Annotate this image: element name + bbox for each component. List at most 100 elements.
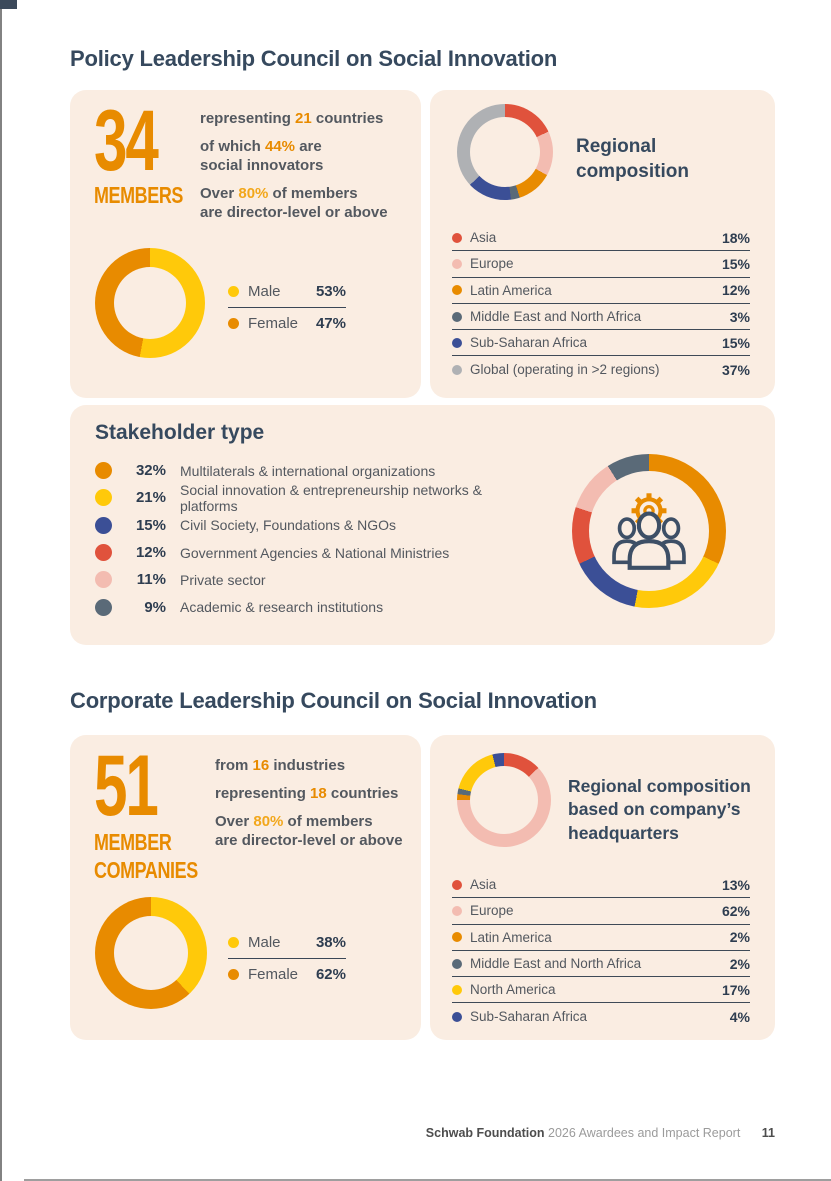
legend-dot (452, 311, 462, 322)
legend-row: 12% Government Agencies & National Minis… (95, 539, 535, 566)
legend-value: 38% (315, 934, 346, 951)
fact-highlight: 80% (253, 812, 284, 830)
member-companies-label: MEMBER COMPANIES (94, 829, 198, 883)
legend-dot (95, 462, 112, 480)
legend-dot (95, 489, 112, 507)
legend-dot (228, 317, 239, 329)
legend-dot (228, 937, 239, 948)
fact-line: Over 80% of members are director-level or… (215, 812, 403, 849)
stakeholder-value: 15% (135, 516, 166, 534)
members-count: 34 (94, 93, 159, 189)
table-row: Sub-Saharan Africa 15% (452, 330, 750, 357)
stakeholder-value: 21% (135, 489, 166, 507)
stakeholder-legend: 32% Multilaterals & international organi… (95, 457, 535, 621)
region-value: 17% (721, 981, 750, 998)
footer-report-title: 2026 Awardees and Impact Report (548, 1126, 741, 1140)
legend-dot (228, 286, 239, 297)
region-value: 62% (721, 902, 750, 919)
legend-dot (452, 984, 462, 995)
stakeholder-label: Private sector (180, 571, 266, 588)
corporate-members-card: 51 MEMBER COMPANIES from 16 industries r… (70, 735, 421, 1040)
fact-line: from 16 industries (215, 757, 346, 774)
stakeholder-label: Multilaterals & international organizati… (180, 462, 436, 479)
fact-highlight: 80% (238, 184, 269, 202)
legend-row: 15% Civil Society, Foundations & NGOs (95, 512, 535, 539)
legend-dot (95, 598, 112, 616)
region-label: Latin America (470, 282, 552, 298)
region-value: 3% (729, 308, 750, 325)
legend-dot (452, 285, 462, 296)
page-edge-left (0, 0, 2, 1181)
legend-dot (95, 544, 112, 562)
policy-members-card: 34 MEMBERS representing 21 countries of … (70, 90, 421, 398)
legend-dot (95, 516, 112, 534)
table-row: Europe 15% (452, 251, 750, 278)
legend-row: Female 62% (228, 958, 346, 989)
legend-dot (452, 879, 462, 890)
table-row: Europe 62% (452, 898, 750, 925)
region-value: 37% (721, 361, 750, 378)
stakeholder-label: Government Agencies & National Ministrie… (180, 544, 450, 561)
legend-dot (452, 958, 462, 969)
region-label: Global (operating in >2 regions) (470, 362, 660, 378)
region-label: Sub-Saharan Africa (470, 335, 588, 351)
table-row: North America 17% (452, 977, 750, 1004)
region-label: Europe (470, 256, 514, 272)
page-corner-mark (0, 0, 17, 9)
legend-row: 21% Social innovation & entrepreneurship… (95, 482, 535, 514)
legend-row: 9% Academic & research institutions (95, 593, 535, 620)
members-count-label: MEMBERS (94, 182, 183, 208)
corporate-facts-block: from 16 industries representing 18 count… (215, 757, 425, 860)
corporate-gender-donut-chart (95, 897, 207, 1009)
legend-dot (452, 905, 462, 916)
fact-highlight: 16 (252, 757, 270, 774)
legend-dot (452, 1011, 462, 1022)
table-row: Latin America 2% (452, 925, 750, 951)
region-value: 2% (729, 929, 750, 946)
page-footer: Schwab Foundation 2026 Awardees and Impa… (0, 1126, 775, 1140)
legend-value: 53% (315, 283, 346, 300)
legend-value: 62% (315, 965, 346, 983)
policy-regional-card: Regional composition Asia 18% Europe 15%… (430, 90, 775, 398)
table-row: Middle East and North Africa 3% (452, 304, 750, 331)
fact-highlight: 21 (295, 110, 312, 127)
regional-composition-title: Regional composition (576, 136, 689, 183)
legend-dot (228, 968, 239, 980)
legend-dot (452, 258, 462, 269)
member-companies-count: 51 (94, 738, 159, 834)
fact-line: representing 18 countries (215, 784, 399, 802)
stakeholder-value: 32% (135, 462, 166, 480)
table-row: Asia 18% (452, 225, 750, 252)
region-value: 12% (721, 282, 750, 299)
region-label: Europe (470, 903, 514, 919)
policy-section-title: Policy Leadership Council on Social Inno… (70, 46, 558, 71)
legend-dot (452, 932, 462, 943)
stakeholder-type-card: Stakeholder type 32% Multilaterals & int… (70, 405, 775, 645)
corporate-regional-donut-chart (457, 753, 551, 847)
stakeholder-value: 12% (135, 544, 166, 562)
region-value: 18% (721, 229, 750, 246)
corporate-section-title: Corporate Leadership Council on Social I… (70, 688, 597, 713)
region-label: Middle East and North Africa (470, 309, 642, 325)
region-value: 15% (721, 334, 750, 351)
fact-highlight: 44% (265, 137, 296, 155)
stakeholder-label: Academic & research institutions (180, 599, 384, 616)
region-label: North America (470, 982, 556, 998)
policy-gender-donut-chart (95, 248, 205, 358)
corporate-regional-card: Regional composition based on company’s … (430, 735, 775, 1040)
legend-label: Female (248, 965, 299, 983)
region-value: 2% (729, 955, 750, 972)
regional-composition-hq-title: Regional composition based on company’s … (568, 776, 751, 843)
legend-dot (95, 571, 112, 589)
policy-facts-block: representing 21 countries of which 44% a… (200, 110, 410, 231)
fact-line: of which 44% are social innovators (200, 137, 324, 174)
region-label: Asia (470, 877, 497, 893)
fact-highlight: 18 (310, 784, 327, 802)
footer-page-number: 11 (761, 1126, 775, 1140)
legend-row: Male 38% (228, 927, 346, 958)
stakeholder-donut-chart (572, 454, 726, 608)
corporate-gender-legend: Male 38% Female 62% (228, 927, 346, 989)
footer-brand: Schwab Foundation (425, 1126, 545, 1140)
stakeholder-type-title: Stakeholder type (95, 421, 265, 444)
